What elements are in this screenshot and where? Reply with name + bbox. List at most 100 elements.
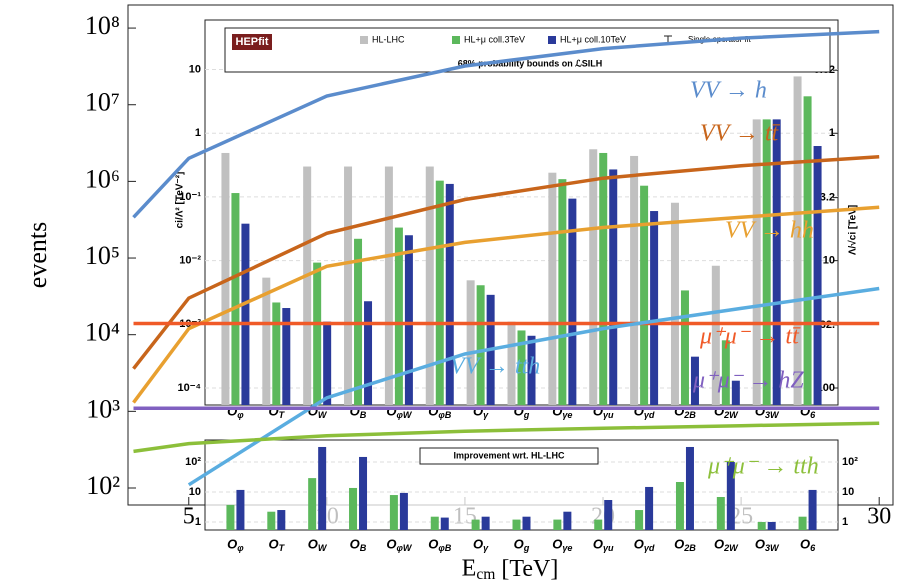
bar — [757, 521, 766, 530]
bar — [430, 516, 439, 530]
curve — [133, 421, 880, 454]
bar — [323, 321, 332, 405]
curve-label: μ⁺μ⁻ → tt̄ — [699, 324, 801, 350]
bar — [394, 227, 403, 405]
curve-label: μ⁺μ⁻ → hZ — [692, 368, 804, 394]
bar — [690, 356, 699, 405]
legend-swatch — [548, 36, 556, 44]
bar — [507, 321, 516, 405]
bar — [599, 152, 608, 405]
bar — [650, 211, 659, 405]
category-label: OφW — [386, 403, 413, 420]
bar — [772, 119, 781, 405]
bar — [630, 155, 639, 405]
curve-label: μ⁺μ⁻ → tth — [707, 454, 819, 480]
bar — [558, 179, 567, 405]
bar — [711, 265, 720, 405]
category-label: OφW — [386, 536, 413, 553]
category-label: O3W — [755, 536, 780, 553]
bar — [344, 166, 353, 405]
bar — [282, 308, 291, 405]
bar — [553, 519, 562, 530]
category-label: Og — [514, 403, 530, 420]
bar — [349, 487, 358, 530]
bar — [476, 285, 485, 405]
bar — [680, 290, 689, 405]
legend-box — [224, 27, 831, 73]
y2-axis-label: Λ/√ci [TeV] — [848, 205, 859, 255]
bar — [517, 330, 526, 405]
bar — [236, 489, 245, 530]
bar — [384, 166, 393, 405]
curve — [132, 205, 880, 404]
logo: HEPfit — [236, 36, 269, 48]
bar — [752, 119, 761, 405]
y2-tick-label: 1 — [842, 516, 848, 528]
y-tick-label: 10² — [185, 456, 201, 468]
bar — [399, 492, 408, 530]
bar — [522, 516, 531, 530]
bar — [640, 185, 649, 405]
bar — [303, 166, 312, 405]
bar — [512, 519, 521, 530]
bar — [594, 519, 603, 530]
category-label: O2B — [674, 536, 696, 553]
category-label: O2W — [714, 536, 739, 553]
y-tick-label: 1 — [195, 516, 201, 528]
category-label: O2W — [714, 403, 739, 420]
category-label: Oγ — [473, 536, 489, 553]
category-label: OW — [308, 536, 328, 553]
y-tick-label: 10³ — [86, 394, 120, 423]
bar — [589, 149, 598, 405]
bar — [568, 198, 577, 405]
bar — [548, 172, 557, 405]
category-label: Oγu — [593, 536, 614, 553]
y2-tick-label: 1 — [829, 127, 835, 139]
y-tick-label: 10⁸ — [85, 11, 120, 40]
curve-label: VV → tth — [450, 354, 540, 380]
y-tick-label: 10⁻² — [179, 255, 201, 267]
y2-tick-label: 10 — [842, 486, 854, 498]
legend-swatch — [452, 36, 460, 44]
y-tick-label: 10⁻⁴ — [178, 382, 201, 394]
bar — [466, 280, 475, 405]
title-box — [419, 447, 599, 465]
y-tick-label: 10 — [189, 63, 201, 75]
category-label: Oφ — [227, 403, 244, 420]
bar — [670, 202, 679, 405]
bar — [609, 169, 618, 405]
subtitle: 68% probability bounds on ℒSILH — [458, 58, 603, 68]
bar — [675, 481, 684, 530]
bar — [731, 380, 740, 405]
curve-label: VV → hh — [725, 218, 814, 244]
x-axis-label: Ecm [TeV] — [462, 556, 559, 583]
x-tick-label: 30 — [867, 504, 891, 530]
bar — [803, 96, 812, 406]
bar — [813, 146, 822, 405]
bar — [604, 500, 613, 530]
curve — [132, 29, 880, 219]
bar — [262, 277, 271, 405]
category-label: Oγd — [634, 403, 655, 420]
curve-label: VV → tt̄ — [700, 121, 780, 147]
bar — [241, 223, 250, 405]
curve — [187, 286, 880, 487]
bar — [563, 511, 572, 530]
y-tick-label: 10⁷ — [85, 88, 120, 117]
panel-title: Improvement wrt. HL-LHC — [453, 450, 565, 460]
bar — [272, 302, 281, 405]
bar — [425, 166, 434, 405]
bar — [389, 495, 398, 530]
bar — [231, 193, 240, 405]
bar — [277, 510, 286, 530]
category-label: O6 — [800, 403, 816, 420]
logo-box — [232, 34, 272, 50]
bar — [364, 301, 373, 405]
bar — [793, 76, 802, 405]
y2-tick-label: 10 — [823, 255, 835, 267]
bar — [762, 119, 771, 405]
category-label: OT — [268, 536, 285, 553]
bar — [716, 496, 725, 530]
category-label: O3W — [755, 403, 780, 420]
category-label: Oγe — [552, 536, 572, 553]
